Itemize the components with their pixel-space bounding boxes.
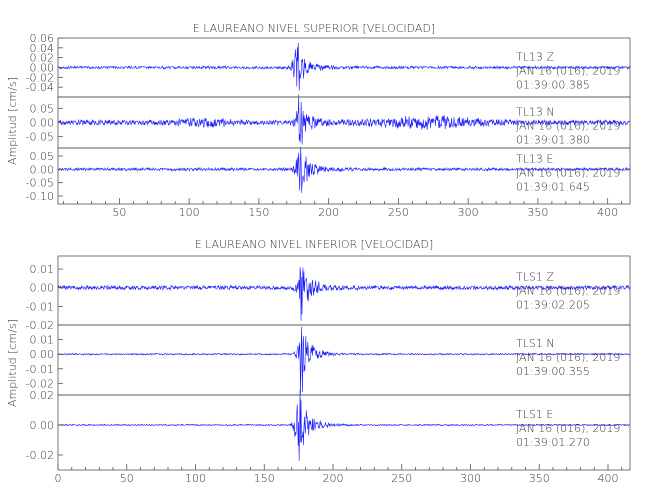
x-tick-label: 400: [598, 472, 619, 485]
y-axis-label: Amplitud [cm/s]: [6, 319, 19, 407]
x-tick-label: 400: [597, 206, 618, 219]
y-tick-label: 0.00: [30, 163, 55, 176]
y-tick-label: 0.00: [30, 348, 55, 361]
x-tick-label: 250: [391, 472, 412, 485]
panel-frame: [57, 394, 631, 471]
seismogram-chart-2: E LAUREANO NIVEL INFERIOR [VELOCIDAD] Amp…: [6, 238, 631, 485]
y-tick-label: 0.02: [30, 52, 55, 65]
y-tick-label: -0.01: [26, 300, 54, 313]
station-label: TLS1 E: [516, 408, 553, 421]
y-tick-label: -0.05: [26, 131, 54, 144]
seismogram-chart-1: E LAUREANO NIVEL SUPERIOR [VELOCIDAD] Amp…: [6, 22, 631, 219]
y-tick-label: -0.02: [26, 319, 54, 332]
y-tick-label: 0.00: [30, 117, 55, 130]
x-tick-label: 0: [55, 472, 62, 485]
x-tick-label: 300: [460, 472, 481, 485]
station-label: TL13 E: [516, 152, 553, 165]
y-tick-label: 0.05: [30, 102, 55, 115]
y-tick-label: 0.01: [30, 263, 55, 276]
date-label: JAN 16 (016), 2019: [516, 285, 620, 298]
y-axis-label: Amplitud [cm/s]: [6, 77, 19, 165]
waveform-trace: [57, 388, 630, 461]
station-label: TLS1 Z: [516, 271, 554, 284]
time-label: 01:39:00.385: [516, 79, 590, 92]
waveform-trace: [57, 94, 631, 145]
date-label: JAN 16 (016), 2019: [516, 166, 620, 179]
y-tick-label: 0.05: [30, 150, 55, 163]
x-tick-label: 100: [179, 206, 200, 219]
y-tick-label: 0.01: [30, 334, 55, 347]
time-label: 01:39:01.270: [516, 436, 590, 449]
chart-title: E LAUREANO NIVEL SUPERIOR [VELOCIDAD]: [193, 22, 435, 35]
x-tick-label: 350: [527, 206, 548, 219]
y-tick-label: 0.02: [30, 389, 55, 402]
y-tick-label: 0.00: [30, 282, 55, 295]
waveform-trace: [57, 146, 631, 193]
y-tick-label: -0.05: [26, 177, 54, 190]
time-label: 01:39:02.205: [516, 299, 590, 312]
time-label: 01:39:01.380: [516, 134, 590, 147]
x-tick-label: 200: [323, 472, 344, 485]
x-tick-label: 300: [458, 206, 479, 219]
waveform-trace: [57, 326, 630, 394]
y-tick-label: 0.00: [30, 419, 55, 432]
time-label: 01:39:01.645: [516, 180, 590, 193]
date-label: JAN 16 (016), 2019: [516, 351, 620, 364]
date-label: JAN 16 (016), 2019: [516, 65, 620, 78]
y-tick-label: -0.02: [26, 71, 54, 84]
y-tick-label: 0.04: [30, 42, 55, 55]
chart-title: E LAUREANO NIVEL INFERIOR [VELOCIDAD]: [195, 238, 434, 251]
y-tick-label: -0.10: [26, 190, 54, 203]
time-label: 01:39:00.355: [516, 365, 590, 378]
waveform-trace: [57, 267, 631, 321]
y-tick-label: -0.02: [26, 377, 54, 390]
x-tick-label: 250: [388, 206, 409, 219]
x-tick-label: 50: [120, 472, 134, 485]
station-label: TL13 N: [516, 106, 555, 119]
station-label: TLS1 N: [516, 337, 555, 350]
x-tick-label: 200: [318, 206, 339, 219]
y-tick-label: 0.06: [30, 32, 55, 45]
date-label: JAN 16 (016), 2019: [516, 120, 620, 133]
y-tick-label: 0.00: [30, 62, 55, 75]
x-tick-label: 100: [185, 472, 206, 485]
x-tick-label: 350: [529, 472, 550, 485]
date-label: JAN 16 (016), 2019: [516, 422, 620, 435]
x-tick-label: 150: [248, 206, 269, 219]
y-tick-label: -0.01: [26, 363, 54, 376]
y-tick-label: -0.04: [26, 81, 54, 94]
panel-frame: [57, 147, 631, 205]
waveform-trace: [57, 42, 631, 91]
x-tick-label: 50: [112, 206, 126, 219]
y-tick-label: -0.02: [26, 449, 54, 462]
x-tick-label: 150: [254, 472, 275, 485]
station-label: TL13 Z: [516, 51, 554, 64]
